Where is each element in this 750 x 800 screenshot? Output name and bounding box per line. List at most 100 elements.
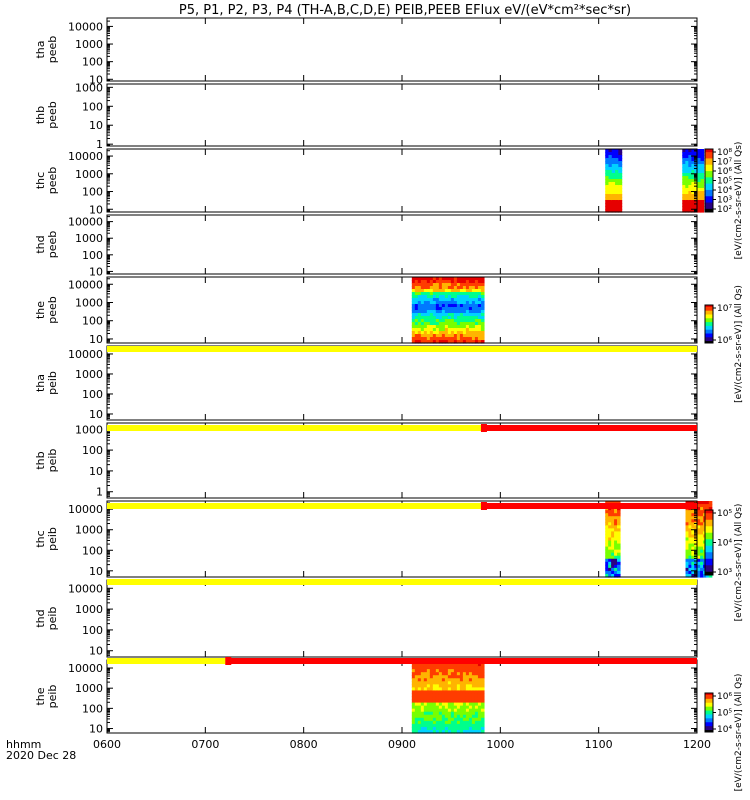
spectrogram-cell bbox=[468, 717, 473, 722]
spectrogram-cell bbox=[480, 295, 485, 299]
spectrogram-cell bbox=[605, 170, 610, 174]
spectrogram-block bbox=[605, 501, 621, 578]
spectrogram-cell bbox=[453, 283, 458, 287]
panel-label: peeb bbox=[46, 167, 59, 195]
spectrogram-cell bbox=[688, 513, 692, 517]
spectrogram-cell bbox=[685, 537, 690, 542]
spectrogram-cell bbox=[447, 699, 452, 704]
spectrogram-cell bbox=[417, 684, 422, 688]
spectrogram-cell bbox=[447, 286, 452, 290]
spectrogram-cell bbox=[429, 675, 434, 679]
spectrogram-cell bbox=[426, 298, 431, 302]
colorbar-swatch bbox=[705, 514, 713, 517]
spectrogram-cell bbox=[474, 720, 479, 725]
spectrogram-cell bbox=[685, 152, 689, 156]
colorbar-tick-label: 10⁴ bbox=[717, 725, 732, 735]
spectrogram-cell bbox=[462, 699, 467, 704]
spectrogram-cell bbox=[618, 176, 623, 180]
spectrogram-cell bbox=[685, 206, 689, 210]
spectrogram-cell bbox=[694, 540, 698, 545]
colorbar-swatch bbox=[705, 152, 713, 155]
spectrogram-cell bbox=[450, 663, 455, 667]
spectrogram-cell bbox=[414, 307, 419, 311]
spectrogram-cell bbox=[462, 331, 467, 335]
colorbar-swatch bbox=[705, 310, 713, 313]
spectrogram-cell bbox=[474, 322, 479, 326]
spectrogram-cell bbox=[462, 690, 467, 695]
spectrogram-cell bbox=[691, 519, 695, 523]
spectrogram-cell bbox=[480, 301, 485, 305]
spectrogram-cell bbox=[435, 690, 440, 695]
colorbar-swatch bbox=[705, 331, 713, 334]
colorbar-swatch bbox=[705, 723, 713, 725]
spectrogram-cell bbox=[426, 328, 431, 332]
spectrogram-cell bbox=[688, 158, 692, 162]
spectrogram-cell bbox=[477, 304, 482, 308]
spectrogram-cell bbox=[411, 669, 416, 673]
spectrogram-cell bbox=[444, 690, 449, 695]
colorbar-swatch bbox=[705, 328, 713, 331]
spectrogram-cell bbox=[691, 203, 696, 207]
spectrogram-cell bbox=[459, 693, 464, 698]
spectrogram-cell bbox=[438, 292, 443, 296]
spectrogram-cell bbox=[700, 513, 704, 517]
spectrogram-cell bbox=[480, 729, 485, 734]
spectrogram-cell bbox=[456, 340, 461, 344]
spectrogram-cell bbox=[471, 711, 476, 716]
spectrogram-cell bbox=[441, 717, 446, 722]
spectrogram-cell bbox=[429, 277, 434, 281]
spectrogram-cell bbox=[608, 501, 612, 505]
spectrogram-cell bbox=[417, 337, 422, 341]
spectrogram-cell bbox=[468, 678, 473, 682]
spectrogram-cell bbox=[456, 702, 461, 707]
spectrogram-cell bbox=[688, 540, 692, 545]
spectrogram-cell bbox=[444, 726, 449, 731]
spectrogram-cell bbox=[477, 307, 482, 311]
y-tick-label: 100 bbox=[82, 249, 103, 262]
spectrogram-cell bbox=[468, 669, 473, 673]
spectrogram-cell bbox=[471, 295, 476, 299]
spectrogram-cell bbox=[700, 522, 704, 526]
spectrogram-cell bbox=[697, 555, 701, 560]
colorbar-swatch bbox=[705, 185, 713, 188]
y-tick-label: 1000 bbox=[75, 81, 103, 94]
spectrogram-cell bbox=[685, 164, 689, 168]
spectrogram-block bbox=[605, 149, 623, 213]
spectrogram-cell bbox=[450, 313, 455, 317]
spectrogram-cell bbox=[697, 519, 701, 523]
spectrogram-cell bbox=[615, 191, 619, 195]
spectrogram-cell bbox=[444, 322, 449, 326]
spectrogram-cell bbox=[480, 310, 485, 314]
colorbar-label: [eV/(cm2-s-sr-eV)] (All Qs) bbox=[734, 285, 744, 403]
spectrogram-cell bbox=[465, 699, 470, 704]
spectrogram-cell bbox=[480, 328, 485, 332]
spectrogram-cell bbox=[417, 286, 422, 290]
spectrogram-cell bbox=[456, 304, 461, 308]
spectrogram-cell bbox=[471, 693, 476, 698]
spectrogram-cell bbox=[447, 325, 452, 329]
spectrogram-cell bbox=[462, 717, 467, 722]
spectrogram-cell bbox=[411, 313, 416, 317]
spectrogram-cell bbox=[605, 555, 609, 560]
spectrogram-cell bbox=[477, 672, 482, 676]
spectrogram-cell bbox=[435, 717, 440, 722]
spectrogram-cell bbox=[414, 310, 419, 314]
colorbar-swatch bbox=[705, 513, 713, 516]
y-tick-label: 100 bbox=[82, 702, 103, 715]
spectrogram-cell bbox=[477, 690, 482, 695]
spectrogram-cell bbox=[480, 705, 485, 710]
spectrogram-cell bbox=[688, 161, 692, 165]
spectrogram-cell bbox=[429, 723, 434, 728]
spectrogram-cell bbox=[468, 298, 473, 302]
spectrogram-cell bbox=[605, 155, 610, 159]
spectrogram-cell bbox=[438, 699, 443, 704]
spectrogram-cell bbox=[453, 331, 458, 335]
colorbar-swatch bbox=[705, 175, 713, 178]
spectrogram-cell bbox=[685, 167, 689, 171]
colorbar-swatch bbox=[705, 695, 713, 698]
spectrogram-cell bbox=[423, 331, 428, 335]
spectrogram-cell bbox=[456, 322, 461, 326]
spectrogram-cell bbox=[453, 292, 458, 296]
